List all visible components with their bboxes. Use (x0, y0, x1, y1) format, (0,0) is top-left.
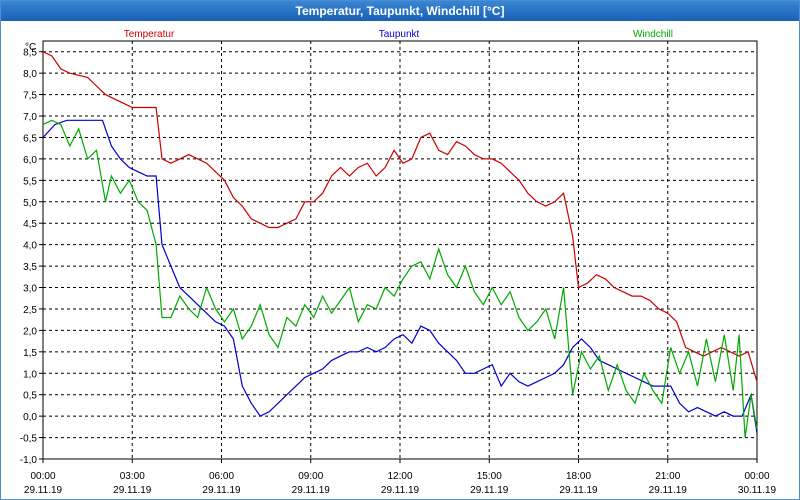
x-tick-time: 03:00 (120, 471, 145, 482)
y-tick-label: -1,0 (20, 455, 38, 466)
x-tick-time: 12:00 (387, 471, 412, 482)
y-tick-labels: -1,0 -0,5 0,0 0,5 1,0 1,5 2,0 2,5 3,0 3,5 4,0 4,5 5,… (20, 48, 43, 466)
legend-entry-windchill: Windchill (633, 29, 673, 40)
legend-entry-taupunkt: Taupunkt (379, 29, 420, 40)
series-lines (42, 51, 758, 438)
y-tick-label: 7,0 (23, 112, 37, 123)
x-tick-date: 29.11.19 (381, 485, 420, 496)
y-tick-label: 4,5 (23, 219, 37, 230)
x-tick-labels: 00:00 29.11.19 03:00 29.11.19 06:00 29.11.19 0… (24, 459, 777, 496)
x-tick-time: 00:00 (744, 471, 769, 482)
x-tick-date: 29.11.19 (202, 485, 241, 496)
legend: Temperatur Taupunkt Windchill (124, 29, 673, 40)
y-tick-label: -0,5 (20, 434, 38, 445)
x-tick-date: 30.11.19 (738, 485, 777, 496)
x-tick-date: 29.11.19 (559, 485, 598, 496)
y-tick-label: 8,0 (23, 69, 37, 80)
x-tick-time: 21:00 (655, 471, 680, 482)
y-tick-label: 5,5 (23, 176, 37, 187)
x-tick-time: 06:00 (209, 471, 234, 482)
x-tick-date: 29.11.19 (470, 485, 509, 496)
x-tick-date: 29.11.19 (24, 485, 63, 496)
legend-entry-temperatur: Temperatur (124, 29, 175, 40)
y-tick-label: 6,0 (23, 155, 37, 166)
y-tick-label: 5,0 (23, 198, 37, 209)
y-tick-label: 4,0 (23, 241, 37, 252)
y-tick-label: 2,5 (23, 305, 37, 316)
x-tick-date: 29.11.19 (292, 485, 331, 496)
x-tick-date: 29.11.19 (649, 485, 688, 496)
x-tick-time: 00:00 (30, 471, 55, 482)
y-tick-label: 2,0 (23, 326, 37, 337)
x-tick-time: 09:00 (298, 471, 323, 482)
y-tick-label: 3,0 (23, 284, 37, 295)
chart-svg: °C -1,0 -0,5 0,0 0,5 1,0 1,5 2,0 2,5 3,0 3,5 4,0 4,… (20, 29, 777, 496)
series-line-temperatur (42, 51, 758, 382)
y-axis-label: °C (25, 42, 36, 53)
y-tick-label: 1,0 (23, 369, 37, 380)
y-tick-label: 0,0 (23, 412, 37, 423)
series-line-taupunkt (42, 119, 758, 434)
y-tick-label: 8,5 (23, 48, 37, 59)
chart-title: Temperatur, Taupunkt, Windchill [°C] (1, 1, 799, 21)
y-tick-label: 0,5 (23, 391, 37, 402)
y-tick-label: 6,5 (23, 133, 37, 144)
y-tick-label: 1,5 (23, 348, 37, 359)
x-tick-time: 15:00 (477, 471, 502, 482)
x-tick-date: 29.11.19 (113, 485, 152, 496)
series-line-windchill (42, 119, 758, 438)
x-tick-time: 18:00 (566, 471, 591, 482)
y-tick-label: 3,5 (23, 262, 37, 273)
grid-lines (42, 41, 758, 460)
y-tick-label: 7,5 (23, 91, 37, 102)
